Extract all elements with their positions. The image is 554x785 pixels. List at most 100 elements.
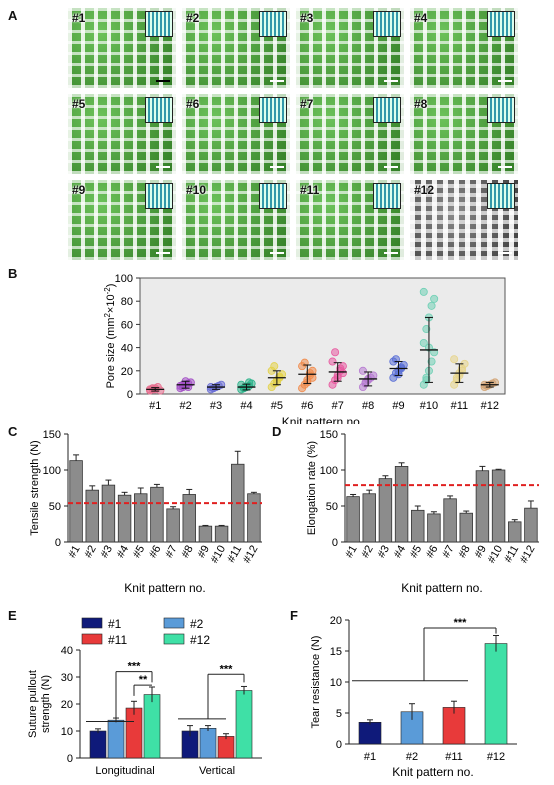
inset-thumbnail (259, 183, 287, 209)
micrograph-tile: #12 (410, 180, 518, 260)
bar (134, 493, 148, 543)
x-tick-label: #8 (179, 544, 196, 561)
micrograph-tile: #9 (68, 180, 176, 260)
plot-area (139, 277, 506, 395)
x-tick-label: #11 (225, 544, 244, 565)
y-tick-label: 100 (320, 465, 338, 477)
y-tick-label: 10 (330, 677, 342, 689)
inset-thumbnail (259, 11, 287, 37)
panel-label-f: F (290, 608, 298, 623)
bar (346, 496, 360, 543)
chart-c-tensile-strength: 0 50 100 150 #1 #2 #3 #4 #5 #6 #7 #8 #9#10#11#12 Knit… (29, 429, 262, 595)
x-tick-label: #1 (343, 544, 360, 561)
micrograph-grid: #1 #2 #3 #4 #5 #6 #7 #8 #9 #10 #11 #12 (68, 8, 518, 264)
data-point (328, 357, 337, 366)
x-tick-label: #11 (451, 400, 469, 412)
y-tick-label: 40 (61, 645, 73, 657)
y-axis-label: Elongation rate (%) (306, 441, 318, 535)
bar (125, 707, 143, 759)
bar (411, 509, 425, 543)
data-point (338, 369, 347, 378)
legend-label: #11 (108, 633, 127, 647)
bar (427, 513, 441, 543)
y-tick-label: 50 (326, 501, 338, 513)
x-tick-label: #7 (332, 400, 344, 412)
bar (166, 508, 180, 543)
y-tick-label: 0 (336, 739, 342, 751)
x-tick-label: #1 (364, 751, 376, 763)
panel-label-b: B (8, 266, 18, 281)
x-tick-label: #12 (487, 751, 505, 763)
x-tick-label: #9 (195, 544, 212, 561)
data-point (419, 338, 428, 347)
scale-bar (498, 252, 512, 254)
y-tick-label: 15 (330, 646, 342, 658)
data-point (308, 373, 317, 382)
bar (101, 484, 116, 543)
x-tick-label: #2 (406, 751, 418, 763)
legend-swatch (81, 633, 103, 645)
data-point (300, 358, 309, 367)
x-tick-label: #3 (98, 544, 115, 561)
bar (214, 525, 229, 543)
legend-swatch (163, 617, 185, 629)
inset-thumbnail (373, 97, 401, 123)
significance-label: *** (454, 617, 468, 629)
y-tick-label: 0 (127, 389, 133, 401)
bar (143, 694, 161, 759)
bar (484, 643, 508, 745)
panel-label-a: A (8, 8, 18, 23)
x-tick-label: #12 (481, 400, 499, 412)
y-tick-label: 60 (121, 319, 133, 331)
bar (235, 690, 253, 759)
bar (443, 498, 457, 543)
micrograph-label: #3 (300, 11, 314, 25)
panel-label-e: E (8, 608, 17, 623)
bar (107, 719, 125, 759)
x-tick-label: #2 (180, 400, 192, 412)
x-tick-label: #7 (440, 544, 457, 561)
legend-label: #12 (190, 633, 210, 647)
data-point (450, 355, 459, 364)
x-tick-label: #6 (147, 544, 164, 561)
micrograph-label: #5 (72, 97, 86, 111)
scale-bar (498, 80, 512, 82)
y-axis-label: Tensile strength (N) (29, 440, 41, 535)
micrograph-label: #2 (186, 11, 200, 25)
micrograph-label: #7 (300, 97, 314, 111)
x-tick-label: #10 (209, 544, 229, 566)
x-axis-label: Knit pattern no. (282, 415, 363, 424)
x-tick-label: Longitudinal (95, 765, 154, 777)
y-tick-label: 150 (320, 429, 338, 441)
significance-label: *** (220, 663, 234, 675)
x-tick-label: #8 (362, 400, 374, 412)
x-tick-label: #5 (131, 544, 148, 561)
chart-b-pore-size: 0 20 40 60 80 100 #1 #2 #3 #4 #5 #6 #7 #8 #9 #10 #11 #12 K… (103, 273, 506, 424)
data-point (270, 362, 279, 371)
scale-bar (156, 252, 170, 254)
legend-label: #2 (190, 617, 204, 631)
y-tick-label: 100 (43, 465, 61, 477)
bar (182, 494, 196, 543)
bar (117, 494, 132, 543)
x-tick-label: #3 (375, 544, 392, 561)
y-tick-label: 150 (43, 429, 61, 441)
x-tick-label: #2 (82, 544, 99, 561)
x-tick-label: #6 (301, 400, 313, 412)
x-tick-label: #12 (241, 544, 261, 566)
micrograph-tile: #4 (410, 8, 518, 88)
bar (475, 470, 490, 543)
bar (394, 466, 409, 543)
y-tick-label: 0 (55, 537, 61, 549)
x-axis-label: Knit pattern no. (392, 765, 473, 779)
x-tick-label: #10 (420, 400, 438, 412)
micrograph-label: #4 (414, 11, 428, 25)
micrograph-tile: #7 (296, 94, 404, 174)
panel-label-d: D (272, 424, 282, 439)
micrograph-tile: #3 (296, 8, 404, 88)
y-axis-label: Tear resistance (N) (310, 636, 322, 729)
data-point (457, 364, 466, 373)
inset-thumbnail (373, 183, 401, 209)
scale-bar (270, 80, 284, 82)
x-tick-label: #6 (424, 544, 441, 561)
